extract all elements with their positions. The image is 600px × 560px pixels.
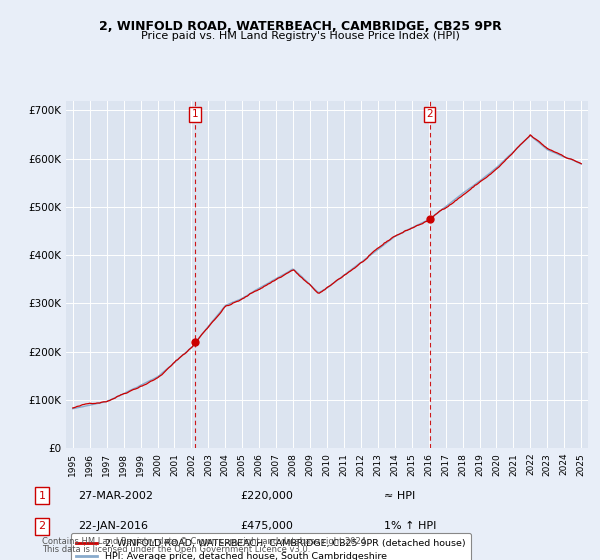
Text: 27-MAR-2002: 27-MAR-2002 bbox=[78, 491, 153, 501]
Text: Price paid vs. HM Land Registry's House Price Index (HPI): Price paid vs. HM Land Registry's House … bbox=[140, 31, 460, 41]
Text: £220,000: £220,000 bbox=[240, 491, 293, 501]
Text: 2, WINFOLD ROAD, WATERBEACH, CAMBRIDGE, CB25 9PR: 2, WINFOLD ROAD, WATERBEACH, CAMBRIDGE, … bbox=[98, 20, 502, 32]
Text: 2: 2 bbox=[38, 521, 46, 531]
Text: 22-JAN-2016: 22-JAN-2016 bbox=[78, 521, 148, 531]
Text: 1: 1 bbox=[38, 491, 46, 501]
Text: ≈ HPI: ≈ HPI bbox=[384, 491, 415, 501]
Text: 1% ↑ HPI: 1% ↑ HPI bbox=[384, 521, 436, 531]
Text: £475,000: £475,000 bbox=[240, 521, 293, 531]
Text: 1: 1 bbox=[192, 109, 199, 119]
Text: 2: 2 bbox=[426, 109, 433, 119]
Legend: 2, WINFOLD ROAD, WATERBEACH, CAMBRIDGE, CB25 9PR (detached house), HPI: Average : 2, WINFOLD ROAD, WATERBEACH, CAMBRIDGE, … bbox=[71, 534, 471, 560]
Text: This data is licensed under the Open Government Licence v3.0.: This data is licensed under the Open Gov… bbox=[42, 545, 310, 554]
Text: Contains HM Land Registry data © Crown copyright and database right 2024.: Contains HM Land Registry data © Crown c… bbox=[42, 537, 368, 546]
